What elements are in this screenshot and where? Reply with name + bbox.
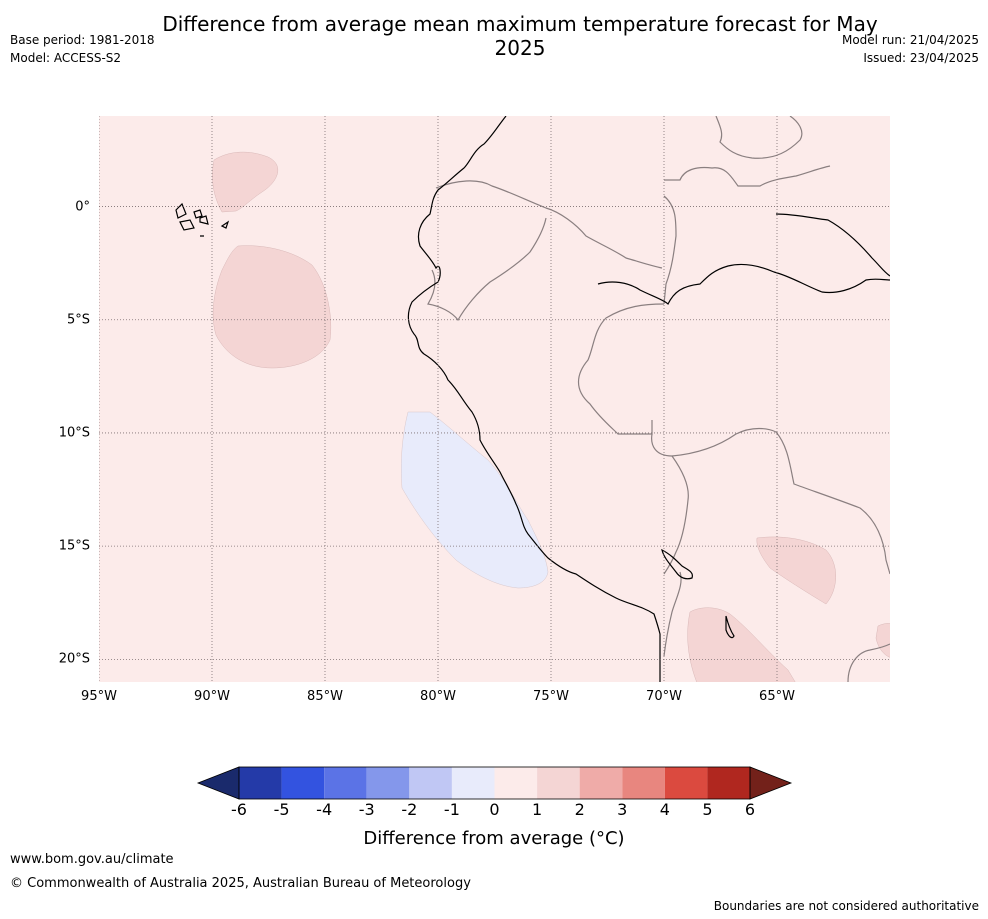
colorbar-tick-label: 4 (659, 800, 670, 819)
colorbar-swatch (494, 767, 538, 799)
colorbar-tick-label: 3 (617, 800, 628, 819)
colorbar-tick-label: -3 (358, 800, 375, 819)
longitude-label: 90°W (194, 689, 230, 704)
peru-bolivia-border (651, 433, 689, 575)
latitude-label: 10°S (58, 425, 90, 441)
venezuela-brazil-border (715, 116, 803, 159)
longitude-label: 95°W (81, 689, 117, 704)
colorbar-under-arrow (196, 766, 240, 800)
lake-titicaca (661, 548, 693, 580)
colorbar-swatch (324, 767, 367, 799)
latitude-label: 15°S (58, 538, 90, 554)
colorbar-tick-label: 6 (744, 800, 756, 819)
colorbar-tick-label: 5 (702, 800, 713, 819)
bolivia-brazil-border (671, 427, 890, 575)
colorbar-swatch (707, 767, 750, 799)
colombia-ecuador-border (435, 180, 663, 269)
colorbar-swatch (409, 767, 452, 799)
latitude-label: 0° (75, 199, 90, 215)
colorbar-tick-label: -2 (401, 800, 418, 819)
warm-anomaly-patch-ocean (212, 245, 332, 369)
footer-copyright: © Commonwealth of Australia 2025, Austra… (10, 876, 471, 891)
footer-boundary-note: Boundaries are not considered authoritat… (713, 899, 979, 913)
warm-anomaly-patch-bolivia (756, 536, 836, 605)
base-period: Base period: 1981-2018 (10, 33, 155, 47)
rio-negro (775, 213, 890, 277)
longitude-label: 65°W (759, 689, 795, 704)
model-name: Model: ACCESS-S2 (10, 51, 122, 65)
model-run: Model run: 21/04/2025 (841, 33, 979, 47)
colorbar-tick-label: -6 (231, 800, 247, 819)
colorbar-label: Difference from average (°C) (363, 828, 625, 849)
colorbar-swatch (664, 767, 708, 799)
colorbar-tick-label: -5 (273, 800, 290, 819)
colorbar-tick-label: 2 (574, 800, 585, 819)
colorbar-swatch (579, 767, 623, 799)
longitude-label: 85°W (307, 689, 343, 704)
colorbar-tick-label: 0 (489, 800, 500, 819)
colorbar-swatch (366, 767, 410, 799)
colorbar-tick-label: 1 (531, 800, 543, 819)
ecuador-peru-border (427, 217, 547, 322)
warm-anomaly-patch-chile (687, 607, 796, 682)
colorbar-frame (238, 766, 751, 800)
peru-brazil-border (577, 303, 665, 435)
issued-date: Issued: 23/04/2025 (863, 51, 979, 65)
colombia-east-border (664, 165, 831, 187)
latitude-label: 20°S (58, 651, 90, 667)
latitude-label: 5°S (66, 312, 90, 328)
warm-anomaly-patch-galapagos (212, 151, 279, 213)
galapagos-islands (175, 202, 230, 237)
colorbar-swatch (281, 767, 325, 799)
meta-right: Model run: 21/04/2025 Issued: 23/04/2025 (842, 31, 979, 67)
warm-anomaly-patch-east (875, 623, 890, 658)
south-america-pacific-coastline (407, 116, 661, 682)
longitude-label: 70°W (646, 689, 682, 704)
amazon-river (597, 263, 890, 306)
footer-url[interactable]: www.bom.gov.au/climate (10, 852, 174, 867)
longitude-label: 75°W (533, 689, 569, 704)
colorbar-over-arrow (749, 766, 793, 800)
colorbar-boxes (196, 766, 793, 800)
meta-left: Base period: 1981-2018 Model: ACCESS-S2 (10, 31, 155, 67)
coastal-lagoon (725, 615, 735, 639)
colorbar-tick-label: -1 (443, 800, 460, 819)
colorbar-swatch (537, 767, 580, 799)
colorbar-swatch (451, 767, 495, 799)
colorbar-swatch (239, 767, 282, 799)
map-gridlines (99, 116, 890, 682)
map-title: Difference from average mean maximum tem… (162, 12, 878, 60)
bolivia-paraguay-border (847, 643, 890, 682)
longitude-label: 80°W (420, 689, 456, 704)
colorbar-tick-label: -4 (316, 800, 333, 819)
bolivia-chile-border (663, 571, 682, 657)
colorbar-swatch (622, 767, 665, 799)
